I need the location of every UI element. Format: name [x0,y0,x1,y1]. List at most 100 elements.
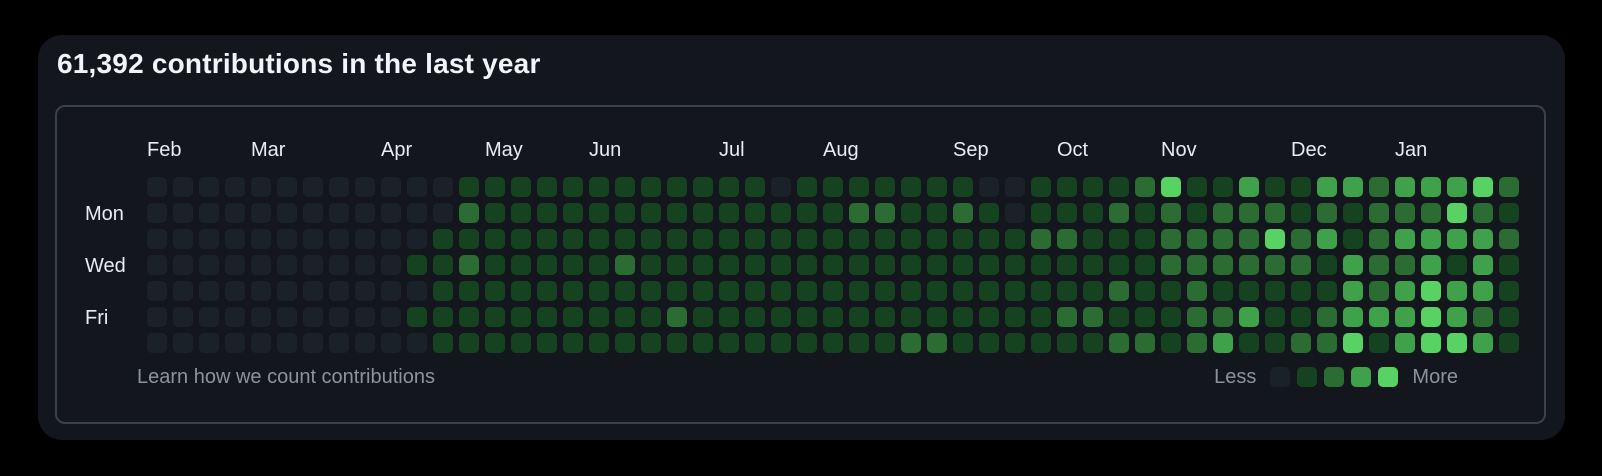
contribution-cell[interactable] [1213,203,1233,223]
contribution-cell[interactable] [771,177,791,197]
contribution-cell[interactable] [1317,255,1337,275]
contribution-cell[interactable] [1421,229,1441,249]
contribution-cell[interactable] [173,255,193,275]
contribution-cell[interactable] [225,229,245,249]
contribution-cell[interactable] [199,177,219,197]
contribution-cell[interactable] [563,229,583,249]
contribution-cell[interactable] [485,229,505,249]
contribution-cell[interactable] [1005,333,1025,353]
contribution-cell[interactable] [1161,333,1181,353]
contribution-cell[interactable] [1109,307,1129,327]
contribution-cell[interactable] [953,255,973,275]
contribution-cell[interactable] [1291,203,1311,223]
contribution-cell[interactable] [667,177,687,197]
contribution-cell[interactable] [381,307,401,327]
contribution-cell[interactable] [875,177,895,197]
contribution-cell[interactable] [797,203,817,223]
contribution-cell[interactable] [771,203,791,223]
contribution-cell[interactable] [537,229,557,249]
contribution-cell[interactable] [875,255,895,275]
contribution-cell[interactable] [771,281,791,301]
contribution-cell[interactable] [1473,229,1493,249]
contribution-cell[interactable] [745,255,765,275]
contribution-cell[interactable] [355,255,375,275]
contribution-cell[interactable] [1083,203,1103,223]
contribution-cell[interactable] [693,333,713,353]
contribution-cell[interactable] [1005,307,1025,327]
contribution-cell[interactable] [303,177,323,197]
contribution-cell[interactable] [1473,203,1493,223]
contribution-cell[interactable] [511,281,531,301]
contribution-cell[interactable] [901,229,921,249]
contribution-cell[interactable] [1265,177,1285,197]
contribution-cell[interactable] [797,177,817,197]
contribution-cell[interactable] [1343,177,1363,197]
contribution-cell[interactable] [355,229,375,249]
contribution-cell[interactable] [1499,203,1519,223]
contribution-cell[interactable] [641,281,661,301]
contribution-cell[interactable] [1317,229,1337,249]
contribution-cell[interactable] [251,255,271,275]
contribution-cell[interactable] [849,333,869,353]
contribution-cell[interactable] [797,281,817,301]
contribution-cell[interactable] [823,333,843,353]
contribution-cell[interactable] [303,229,323,249]
contribution-cell[interactable] [1213,255,1233,275]
contribution-cell[interactable] [329,255,349,275]
contribution-cell[interactable] [823,229,843,249]
contribution-cell[interactable] [745,229,765,249]
contribution-cell[interactable] [225,333,245,353]
contribution-cell[interactable] [1473,281,1493,301]
contribution-cell[interactable] [1265,255,1285,275]
contribution-cell[interactable] [147,333,167,353]
contribution-cell[interactable] [979,229,999,249]
contribution-cell[interactable] [485,281,505,301]
contribution-cell[interactable] [329,203,349,223]
contribution-cell[interactable] [277,177,297,197]
contribution-cell[interactable] [563,333,583,353]
contribution-cell[interactable] [693,281,713,301]
contribution-cell[interactable] [1135,203,1155,223]
contribution-cell[interactable] [1291,333,1311,353]
contribution-cell[interactable] [1499,307,1519,327]
contribution-cell[interactable] [1109,229,1129,249]
contribution-cell[interactable] [1395,281,1415,301]
contribution-cell[interactable] [303,307,323,327]
contribution-cell[interactable] [953,177,973,197]
contribution-cell[interactable] [823,177,843,197]
contribution-cell[interactable] [459,333,479,353]
contribution-cell[interactable] [1005,229,1025,249]
contribution-cell[interactable] [823,281,843,301]
contribution-cell[interactable] [1005,177,1025,197]
contribution-cell[interactable] [1499,177,1519,197]
contribution-cell[interactable] [459,177,479,197]
contribution-cell[interactable] [615,281,635,301]
contribution-cell[interactable] [589,177,609,197]
contribution-cell[interactable] [1057,177,1077,197]
contribution-cell[interactable] [147,229,167,249]
contribution-cell[interactable] [1057,281,1077,301]
contribution-cell[interactable] [1057,229,1077,249]
contribution-cell[interactable] [719,333,739,353]
contribution-cell[interactable] [641,229,661,249]
contribution-cell[interactable] [1265,307,1285,327]
contribution-cell[interactable] [355,333,375,353]
contribution-cell[interactable] [1187,281,1207,301]
contribution-cell[interactable] [641,255,661,275]
contribution-cell[interactable] [719,281,739,301]
contribution-cell[interactable] [1317,177,1337,197]
contribution-cell[interactable] [1161,229,1181,249]
contribution-cell[interactable] [745,281,765,301]
contribution-cell[interactable] [953,281,973,301]
contribution-cell[interactable] [1291,177,1311,197]
contribution-cell[interactable] [901,255,921,275]
contribution-cell[interactable] [1291,281,1311,301]
contribution-cell[interactable] [901,333,921,353]
contribution-cell[interactable] [849,281,869,301]
contribution-cell[interactable] [719,255,739,275]
contribution-cell[interactable] [433,307,453,327]
contribution-cell[interactable] [901,307,921,327]
contribution-cell[interactable] [563,203,583,223]
contribution-cell[interactable] [147,255,167,275]
contribution-cell[interactable] [225,203,245,223]
